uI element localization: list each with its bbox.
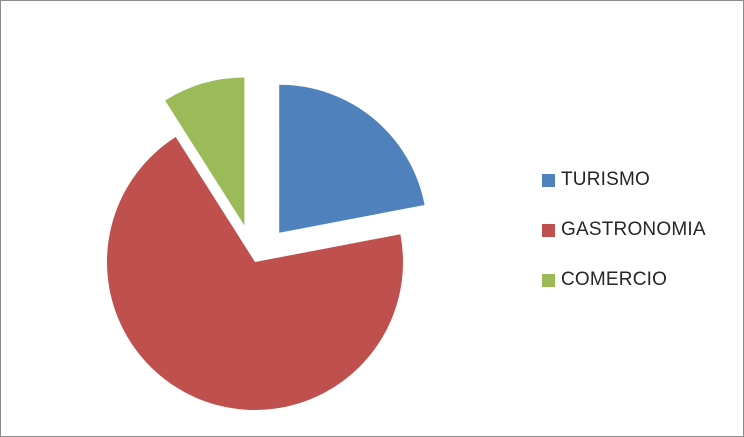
legend: TURISMO GASTRONOMIA COMERCIO [542, 168, 706, 292]
legend-swatch-turismo [542, 173, 555, 187]
slice-gastronomia [106, 137, 403, 411]
legend-item-turismo: TURISMO [542, 168, 706, 192]
legend-item-gastronomia: GASTRONOMIA [542, 218, 706, 242]
legend-item-comercio: COMERCIO [542, 268, 706, 292]
legend-label-turismo: TURISMO [561, 169, 651, 190]
slice-turismo [279, 84, 425, 233]
legend-label-comercio: COMERCIO [561, 269, 668, 290]
slice-comercio [165, 77, 245, 226]
legend-swatch-gastronomia [542, 223, 555, 237]
legend-swatch-comercio [542, 273, 555, 287]
legend-label-gastronomia: GASTRONOMIA [561, 219, 706, 240]
